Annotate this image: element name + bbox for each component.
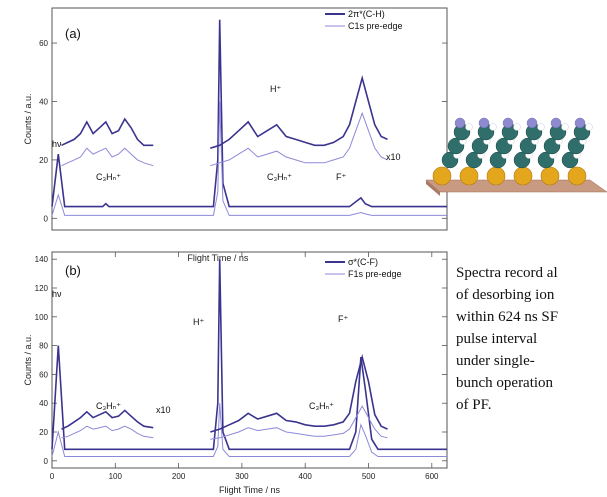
fluorine-atom [502, 117, 514, 129]
peak-annotation: F⁺ [338, 314, 348, 324]
y-tick-label: 0 [44, 457, 49, 466]
peak-annotation: C₃Hₙ⁺ [96, 172, 121, 182]
x-tick-label: 0 [50, 472, 55, 481]
legend-label: C1s pre-edge [348, 21, 403, 31]
fluorine-atom [454, 117, 466, 129]
y-tick-label: 60 [39, 39, 48, 48]
hydrogen-atom [489, 123, 497, 131]
inset-x10-light-line [61, 147, 154, 167]
fluorine-atom [550, 117, 562, 129]
panel-b: 0 20 40 60 80 100 120 140 0 100 200 300 400 500 600 Cou… [23, 251, 448, 495]
metal-atom [567, 166, 587, 186]
metal-atom [486, 166, 506, 186]
metal-atom [459, 166, 479, 186]
legend-label: 2π*(C-H) [348, 9, 385, 19]
y-tick-label: 40 [39, 399, 48, 408]
inset-x10-light-line [210, 111, 388, 167]
fluorine-atom [478, 117, 490, 129]
fluorine-atom [574, 117, 586, 129]
metal-atom [432, 166, 452, 186]
inset-x10-light-line [210, 405, 388, 440]
inset-x10-dark-line [210, 353, 388, 433]
y-tick-label: 80 [39, 342, 48, 351]
series-line-1 [51, 19, 447, 208]
inset-x10-dark-line [210, 75, 388, 149]
peak-annotation: x10 [156, 405, 171, 415]
y-axis-label: Counts / a.u. [23, 334, 33, 385]
y-tick-label: 20 [39, 428, 48, 437]
peak-annotation: F⁺ [336, 172, 346, 182]
molecule-illustration [425, 117, 607, 196]
y-tick-label: 120 [35, 284, 49, 293]
peak-annotation: x10 [386, 152, 401, 162]
figure-caption: Spectra record al of desorbing ion withi… [456, 265, 559, 413]
plot-frame [51, 7, 448, 231]
panel-label: (b) [65, 263, 81, 278]
y-tick-label: 40 [39, 97, 48, 106]
x-tick-label: 200 [172, 472, 186, 481]
peak-annotation: hν [52, 289, 62, 299]
inset-x10-dark-line [61, 409, 154, 430]
inset-x10-dark-line [61, 117, 154, 147]
peak-annotation: C₃Hₙ⁺ [96, 401, 121, 411]
x-tick-label: 600 [425, 472, 439, 481]
x-tick-label: 500 [362, 472, 376, 481]
metal-atom [540, 166, 560, 186]
hydrogen-atom [561, 123, 569, 131]
series-line-1 [51, 259, 447, 451]
x-axis-label: Flight Time / ns [219, 485, 281, 495]
x-tick-label: 400 [299, 472, 313, 481]
y-tick-label: 0 [44, 214, 49, 223]
y-tick-label: 140 [35, 255, 49, 264]
y-tick-label: 100 [35, 313, 49, 322]
y-tick-label: 60 [39, 370, 48, 379]
inset-x10-light-line [61, 425, 154, 439]
panel-label: (a) [65, 26, 81, 41]
top-axis-label: Flight Time / ns [187, 253, 249, 263]
peak-annotation: hν [52, 139, 62, 149]
panel-a: 0 20 40 60 Counts / a.u. (a) hν C₃Hₙ⁺ H⁺ C₃Hₙ⁺ F⁺ x… [23, 7, 448, 231]
x-tick-label: 300 [235, 472, 249, 481]
y-tick-label: 20 [39, 156, 48, 165]
legend-label: F1s pre-edge [348, 269, 402, 279]
peak-annotation: C₃Hₙ⁺ [309, 401, 334, 411]
fluorine-atom [526, 117, 538, 129]
y-axis-label: Counts / a.u. [23, 93, 33, 144]
hydrogen-atom [585, 123, 593, 131]
peak-annotation: C₃Hₙ⁺ [267, 172, 292, 182]
hydrogen-atom [513, 123, 521, 131]
series-line-2 [51, 101, 447, 216]
metal-atom [513, 166, 533, 186]
peak-annotation: H⁺ [270, 84, 281, 94]
substrate-side [426, 180, 440, 196]
plot-frame [51, 251, 448, 469]
hydrogen-atom [537, 123, 545, 131]
hydrogen-atom [465, 123, 473, 131]
legend-label: σ*(C-F) [348, 257, 378, 267]
x-tick-label: 100 [109, 472, 123, 481]
series-line-2 [51, 403, 447, 457]
peak-annotation: H⁺ [193, 317, 204, 327]
